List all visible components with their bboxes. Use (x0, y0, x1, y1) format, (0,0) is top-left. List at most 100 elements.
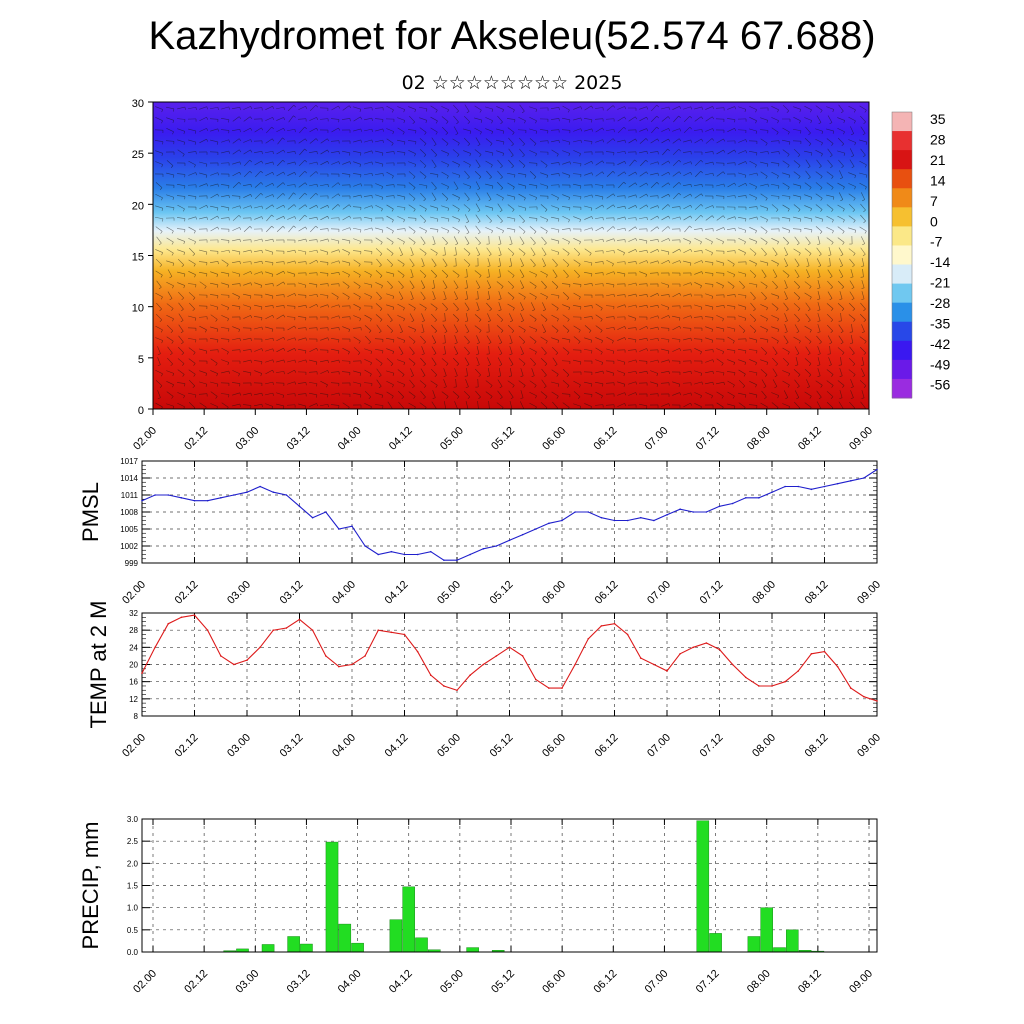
wind-barb-flag (379, 253, 383, 256)
wind-barb (804, 117, 812, 121)
wind-barb-flag (646, 260, 649, 264)
wind-barb (386, 171, 394, 177)
wind-barb-flag (327, 404, 329, 408)
wind-barb (716, 215, 724, 221)
x-tick-label: 02.00 (131, 968, 159, 996)
wind-barb (254, 392, 262, 396)
wind-barb (606, 336, 614, 342)
data-point (653, 519, 655, 522)
wind-barb-flag (433, 342, 436, 345)
wind-barb-flag (543, 331, 546, 334)
wind-barb (276, 270, 284, 276)
wind-barb (189, 302, 195, 310)
wind-barb (837, 237, 845, 243)
wind-barb (661, 304, 669, 308)
wind-barb (859, 226, 867, 232)
wind-barb (694, 184, 702, 186)
wind-barb (816, 390, 822, 398)
wind-barb-flag (744, 241, 746, 245)
wind-barb (849, 148, 855, 156)
wind-barb (771, 259, 779, 265)
wind-barb (793, 204, 801, 210)
wind-barb-flag (272, 348, 274, 352)
wind-barb (595, 391, 603, 397)
precip-bar (760, 907, 773, 953)
wind-barb-flag (369, 318, 372, 322)
wind-barb (444, 334, 446, 344)
wind-barb (497, 203, 503, 211)
wind-barb-flag (544, 363, 548, 366)
wind-barb-flag (477, 188, 480, 191)
wind-barb (465, 291, 469, 299)
wind-barb-flag (181, 341, 184, 345)
wind-barb-flag (820, 110, 823, 113)
wind-barb (210, 226, 218, 232)
wind-barb-flag (657, 338, 659, 342)
wind-barb-flag (734, 128, 737, 131)
wind-barb-flag (502, 109, 504, 113)
wind-barb-flag (689, 241, 691, 245)
wind-barb-flag (842, 208, 845, 212)
wind-barb (704, 316, 714, 318)
wind-barb-flag (360, 183, 363, 187)
wind-barb-flag (623, 127, 627, 130)
wind-barb (782, 204, 790, 210)
wind-barb (694, 214, 702, 222)
wind-barb-flag (766, 208, 769, 212)
wind-barb (617, 139, 625, 143)
wind-barb (541, 247, 547, 255)
wind-barb-flag (744, 252, 746, 256)
wind-barb (155, 216, 163, 220)
wind-barb-flag (434, 330, 437, 334)
wind-barb (375, 392, 383, 396)
wind-barb (507, 127, 515, 133)
colorbar-segment (892, 302, 912, 323)
wind-barb-flag (444, 331, 448, 334)
wind-barb-flag (667, 148, 670, 152)
wind-barb-flag (851, 155, 854, 158)
wind-barb (309, 138, 317, 144)
wind-barb (353, 270, 361, 276)
wind-barb-flag (753, 330, 757, 333)
wind-barb (265, 392, 273, 396)
wind-barb (320, 370, 328, 374)
wind-barb-flag (712, 371, 714, 374)
wind-barb-flag (668, 403, 671, 407)
wind-barb-flag (491, 207, 494, 211)
data-point (338, 528, 340, 530)
wind-barb (839, 170, 843, 178)
wind-barb-flag (667, 116, 671, 119)
data-point (613, 622, 616, 625)
wind-barb-flag (183, 241, 186, 245)
wind-barb (157, 390, 161, 398)
y-tick-label: 15 (132, 252, 144, 264)
wind-barb-flag (169, 298, 173, 301)
wind-barb-flag (646, 305, 648, 309)
wind-barb (386, 237, 394, 243)
wind-barb (498, 236, 502, 244)
wind-barb (419, 248, 427, 254)
wind-barb-flag (832, 130, 835, 134)
wind-barb-flag (624, 106, 627, 110)
wind-barb (738, 249, 746, 253)
wind-barb (694, 106, 702, 110)
wind-barb (694, 403, 702, 407)
wind-barb-flag (657, 305, 659, 308)
wind-barb-flag (520, 397, 524, 399)
wind-barb (561, 129, 571, 131)
wind-barb-flag (421, 320, 425, 323)
wind-barb-flag (347, 296, 350, 300)
wind-barb-flag (305, 204, 308, 208)
wind-barb-flag (249, 159, 252, 163)
wind-barb (277, 137, 283, 145)
wind-barb-flag (498, 309, 502, 311)
wind-barb (374, 404, 384, 406)
wind-barb (330, 382, 340, 384)
wind-barb (650, 226, 658, 232)
wind-barb-flag (591, 227, 593, 231)
wind-barb-flag (613, 238, 615, 242)
wind-barb (671, 338, 681, 340)
wind-barb-flag (294, 129, 296, 133)
wind-barb (705, 337, 713, 341)
